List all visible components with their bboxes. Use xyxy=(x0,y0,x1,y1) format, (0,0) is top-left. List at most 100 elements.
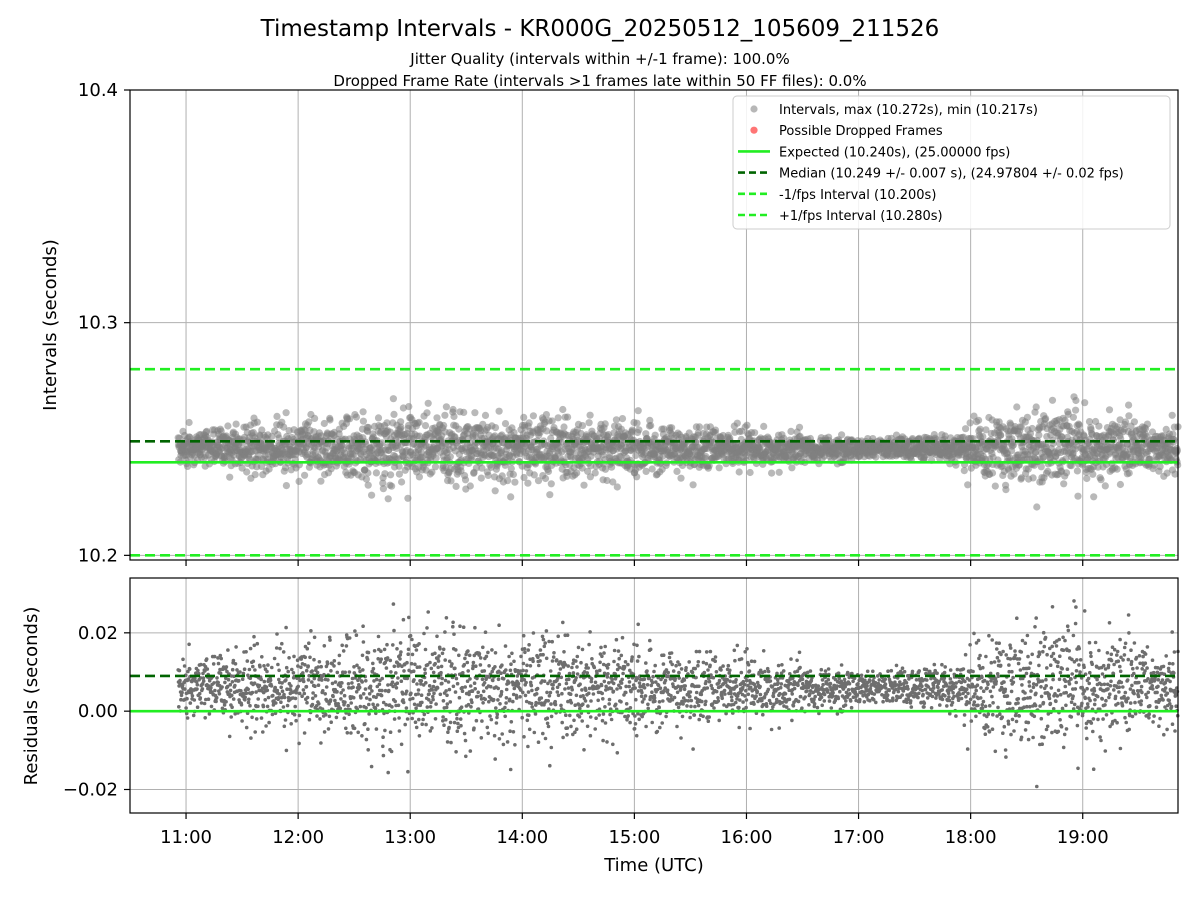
interval-point xyxy=(368,491,376,499)
residual-point xyxy=(614,637,619,642)
interval-point xyxy=(872,453,880,461)
residual-point xyxy=(430,688,435,692)
residual-point xyxy=(549,745,554,750)
residual-point xyxy=(368,697,372,702)
residual-point xyxy=(259,677,264,682)
residual-point xyxy=(247,697,251,702)
interval-point xyxy=(677,474,685,482)
interval-point xyxy=(491,424,500,432)
residual-point xyxy=(415,682,419,686)
interval-point xyxy=(541,474,550,483)
interval-point xyxy=(1125,401,1133,409)
interval-point xyxy=(1113,465,1121,473)
interval-point xyxy=(530,471,538,479)
residual-point xyxy=(588,630,592,634)
residual-point xyxy=(337,661,341,666)
interval-point xyxy=(273,412,281,420)
residual-point xyxy=(648,638,652,643)
residual-point xyxy=(327,714,332,719)
residual-point xyxy=(490,648,494,652)
residual-point xyxy=(347,670,352,674)
interval-point xyxy=(243,468,251,476)
residual-point xyxy=(197,691,202,696)
residual-point xyxy=(453,666,457,671)
residual-point xyxy=(313,684,317,688)
residual-point xyxy=(240,677,245,681)
residual-point xyxy=(570,665,574,670)
residual-point xyxy=(230,667,235,672)
residual-point xyxy=(342,693,347,698)
residual-point xyxy=(394,686,399,690)
residual-point xyxy=(491,697,496,702)
residual-point xyxy=(425,626,429,630)
residual-point xyxy=(605,740,609,744)
residual-point xyxy=(575,654,580,659)
residual-point xyxy=(317,702,321,706)
residual-point xyxy=(471,660,476,665)
residual-point xyxy=(650,690,654,694)
residual-point xyxy=(311,691,315,695)
residual-point xyxy=(547,639,551,644)
residual-point xyxy=(265,704,270,709)
residual-point xyxy=(403,722,408,727)
residual-point xyxy=(261,704,266,709)
residual-point xyxy=(603,721,608,725)
residual-point xyxy=(299,665,303,670)
residual-point xyxy=(435,634,439,639)
interval-point xyxy=(1143,420,1151,428)
residual-point xyxy=(181,657,185,662)
residual-point xyxy=(240,719,244,723)
residual-point xyxy=(531,631,536,635)
residual-point xyxy=(353,629,357,633)
residual-point xyxy=(377,682,382,687)
chart-subtitle-jitter: Jitter Quality (intervals within +/-1 fr… xyxy=(409,50,789,68)
residual-point xyxy=(329,720,334,724)
residual-point xyxy=(209,704,214,709)
interval-point xyxy=(305,418,313,426)
residual-point xyxy=(263,698,268,702)
residual-point xyxy=(231,697,236,701)
residual-point xyxy=(283,718,288,722)
chart-title: Timestamp Intervals - KR000G_20250512_10… xyxy=(260,16,940,42)
interval-point xyxy=(613,483,621,491)
residual-point xyxy=(297,741,301,746)
residual-point xyxy=(468,684,473,688)
residual-point xyxy=(576,645,581,650)
interval-point xyxy=(320,419,328,428)
residual-point xyxy=(310,669,315,673)
residual-point xyxy=(319,741,323,745)
residual-point xyxy=(661,653,666,657)
interval-point xyxy=(390,410,398,418)
interval-point xyxy=(1002,486,1010,494)
residual-point xyxy=(633,714,637,718)
residual-point xyxy=(304,668,309,673)
residual-point xyxy=(220,685,224,689)
residual-point xyxy=(441,715,445,719)
residual-point xyxy=(276,662,280,667)
residual-point xyxy=(567,677,571,682)
residual-point xyxy=(496,698,500,702)
residual-point xyxy=(335,670,340,675)
residual-point xyxy=(292,712,297,717)
residual-point xyxy=(371,661,375,666)
interval-point xyxy=(715,464,723,472)
residual-point xyxy=(580,719,584,723)
interval-point xyxy=(647,421,655,430)
residual-point xyxy=(370,689,374,693)
residual-point xyxy=(431,670,436,675)
residual-point xyxy=(354,633,359,637)
residual-point xyxy=(609,717,614,722)
residual-point xyxy=(215,676,219,680)
residual-point xyxy=(667,655,672,660)
residual-point xyxy=(408,633,413,638)
residual-point xyxy=(436,659,441,663)
residual-point xyxy=(440,681,444,686)
residual-point xyxy=(406,647,411,652)
residual-point xyxy=(233,662,238,666)
residual-point xyxy=(628,706,633,710)
residual-point xyxy=(603,644,607,649)
residual-point xyxy=(211,662,216,666)
residual-point xyxy=(230,693,234,698)
interval-point xyxy=(564,413,572,421)
legend-label: +1/fps Interval (10.280s) xyxy=(779,209,943,224)
